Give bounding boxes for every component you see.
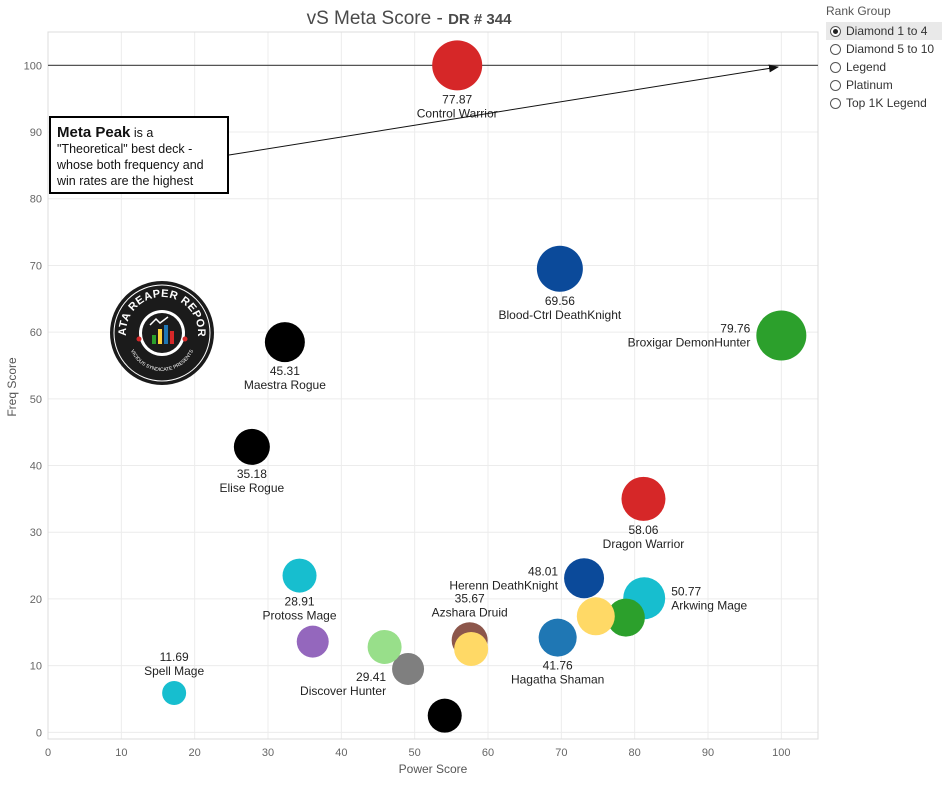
deck-score-label: 35.67 [455, 591, 485, 605]
deck-bubble[interactable] [162, 680, 187, 705]
deck-bubble[interactable] [296, 625, 329, 658]
rank-group-option[interactable]: Diamond 5 to 10 [826, 40, 942, 58]
y-tick-label: 20 [30, 594, 42, 606]
deck-score-label: 11.69 [160, 650, 189, 664]
y-tick-label: 10 [30, 661, 42, 673]
deck-bubble[interactable] [282, 558, 317, 593]
rank-group-option-label: Legend [846, 60, 887, 74]
y-tick-label: 30 [30, 527, 42, 539]
x-tick-label: 30 [262, 747, 274, 759]
rank-group-option-label: Diamond 5 to 10 [846, 42, 935, 56]
deck-bubble[interactable] [392, 652, 425, 685]
deck-bubble[interactable] [264, 322, 305, 363]
deck-name-label: Elise Rogue [220, 481, 285, 495]
deck-score-label: 35.18 [237, 467, 267, 481]
radio-icon[interactable] [830, 97, 841, 109]
plot-frame [47, 31, 819, 740]
chart-title: vS Meta Score - DR # 344 [306, 8, 512, 29]
data-reaper-report-logo: DATA REAPER REPORT VICIOUS SYNDICATE PRE… [108, 279, 214, 385]
x-tick-label: 0 [45, 747, 51, 759]
y-axis-label: Freq Score [5, 357, 19, 417]
deck-score-label: 28.91 [285, 595, 315, 609]
rank-group-option-label: Diamond 1 to 4 [846, 24, 928, 38]
rank-group-option[interactable]: Diamond 1 to 4 [826, 22, 942, 40]
y-tick-label: 0 [36, 727, 42, 739]
deck-name-label: Spell Mage [144, 664, 204, 678]
radio-icon[interactable] [830, 43, 841, 55]
x-tick-label: 80 [629, 747, 641, 759]
x-tick-label: 70 [555, 747, 567, 759]
deck-name-label: Blood-Ctrl DeathKnight [498, 308, 621, 322]
deck-score-label: 48.01 [528, 564, 558, 578]
rank-group-option[interactable]: Legend [826, 58, 942, 76]
x-axis-label: Power Score [399, 762, 468, 776]
meta-peak-annotation: Meta Peak is a "Theoretical" best deck -… [49, 116, 229, 194]
deck-name-label: Protoss Mage [263, 609, 337, 623]
axes: 0 10 20 30 40 50 60 70 80 90 100 0 10 20 30 40 50 60 70 80 9… [24, 31, 819, 759]
deck-bubble[interactable] [564, 558, 605, 599]
y-tick-label: 60 [30, 327, 42, 339]
y-tick-label: 100 [24, 60, 42, 72]
rank-group-option[interactable]: Platinum [826, 76, 942, 94]
deck-bubble[interactable] [538, 618, 577, 657]
y-tick-label: 50 [30, 394, 42, 406]
x-tick-label: 100 [772, 747, 790, 759]
rank-group-option-label: Top 1K Legend [846, 96, 927, 110]
deck-name-label: Hagatha Shaman [511, 673, 604, 687]
x-tick-label: 10 [115, 747, 127, 759]
x-tick-label: 50 [409, 747, 421, 759]
radio-icon[interactable] [830, 79, 841, 91]
deck-score-label: 29.41 [356, 670, 386, 684]
deck-name-label: Broxigar DemonHunter [628, 335, 751, 349]
deck-score-label: 77.87 [442, 92, 472, 106]
radio-icon[interactable] [830, 61, 841, 73]
deck-bubble[interactable] [233, 428, 270, 465]
deck-score-label: 45.31 [270, 364, 300, 378]
deck-bubble[interactable] [427, 698, 462, 733]
deck-bubble[interactable] [536, 245, 583, 292]
x-tick-label: 90 [702, 747, 714, 759]
deck-name-label: Azshara Druid [432, 605, 508, 619]
deck-name-label: Maestra Rogue [244, 378, 326, 392]
deck-score-label: 58.06 [628, 523, 658, 537]
deck-bubble[interactable] [454, 631, 489, 666]
deck-name-label: Control Warrior [417, 106, 498, 120]
deck-score-label: 69.56 [545, 294, 575, 308]
radio-icon[interactable] [830, 25, 841, 37]
rank-group-option-label: Platinum [846, 78, 893, 92]
x-tick-label: 60 [482, 747, 494, 759]
deck-bubble[interactable] [432, 40, 483, 91]
deck-bubble[interactable] [367, 629, 402, 664]
rank-group-option[interactable]: Top 1K Legend [826, 94, 942, 112]
deck-score-label: 41.76 [543, 659, 573, 673]
deck-name-label: Herenn DeathKnight [449, 578, 558, 592]
deck-bubble[interactable] [606, 598, 645, 637]
y-tick-label: 40 [30, 461, 42, 473]
meta-peak-arrow [228, 64, 779, 156]
bubbles [162, 40, 807, 733]
y-tick-label: 80 [30, 194, 42, 206]
deck-name-label: Dragon Warrior [603, 537, 685, 551]
legend-title: Rank Group [826, 4, 891, 18]
y-tick-label: 70 [30, 260, 42, 272]
y-tick-label: 90 [30, 127, 42, 139]
deck-score-label: 50.77 [671, 584, 701, 598]
rank-group-legend: Rank Group Diamond 1 to 4 Diamond 5 to 10… [826, 4, 942, 112]
deck-bubble[interactable] [756, 310, 807, 361]
deck-score-label: 79.76 [720, 321, 750, 335]
deck-name-label: Discover Hunter [300, 684, 386, 698]
x-tick-label: 20 [189, 747, 201, 759]
deck-bubble[interactable] [621, 476, 666, 521]
x-tick-label: 40 [335, 747, 347, 759]
deck-name-label: Arkwing Mage [671, 598, 747, 612]
deck-bubble[interactable] [576, 597, 615, 636]
